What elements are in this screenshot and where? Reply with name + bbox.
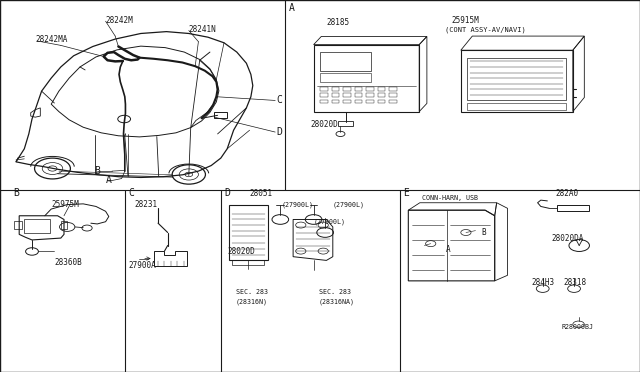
- Bar: [61, 221, 67, 229]
- Bar: [232, 260, 264, 265]
- Bar: [14, 221, 22, 229]
- Text: B: B: [95, 166, 100, 176]
- Bar: [332, 100, 339, 103]
- Text: 28242MA: 28242MA: [35, 35, 68, 44]
- Text: 284H3: 284H3: [531, 278, 554, 287]
- Bar: [229, 205, 268, 260]
- Text: 25915M: 25915M: [451, 16, 479, 25]
- Bar: [320, 100, 328, 103]
- Bar: [355, 100, 362, 103]
- Text: D: D: [224, 189, 230, 198]
- Text: B: B: [13, 189, 19, 198]
- Bar: [332, 87, 339, 91]
- Bar: [343, 93, 351, 97]
- Text: 28318: 28318: [563, 278, 586, 287]
- Bar: [389, 100, 397, 103]
- Bar: [314, 45, 419, 112]
- Bar: [320, 52, 371, 71]
- Bar: [332, 93, 339, 97]
- Text: (CONT ASSY-AV/NAVI): (CONT ASSY-AV/NAVI): [445, 26, 525, 33]
- Text: C: C: [276, 96, 282, 105]
- Bar: [320, 87, 328, 91]
- Text: 28051: 28051: [250, 189, 273, 198]
- Text: (27900L): (27900L): [333, 201, 365, 208]
- Text: 25975M: 25975M: [51, 200, 79, 209]
- Bar: [467, 103, 566, 110]
- Text: (28316NA): (28316NA): [319, 299, 355, 305]
- Bar: [343, 100, 351, 103]
- Text: 28020D: 28020D: [227, 247, 255, 256]
- Text: C: C: [128, 189, 134, 198]
- Bar: [366, 93, 374, 97]
- Text: 28242M: 28242M: [106, 16, 133, 25]
- Text: B: B: [481, 228, 486, 237]
- Text: A: A: [106, 176, 112, 185]
- Text: (27900L): (27900L): [314, 218, 346, 225]
- Text: 28360B: 28360B: [54, 258, 82, 267]
- Text: A: A: [289, 3, 295, 13]
- Text: 28020D: 28020D: [310, 120, 338, 129]
- Bar: [389, 93, 397, 97]
- Text: 28231: 28231: [134, 200, 157, 209]
- Bar: [343, 87, 351, 91]
- Bar: [378, 93, 385, 97]
- Bar: [355, 93, 362, 97]
- Text: 28020DA: 28020DA: [552, 234, 584, 243]
- Bar: [366, 87, 374, 91]
- Text: (28316N): (28316N): [236, 299, 268, 305]
- Bar: [320, 73, 371, 82]
- Text: D: D: [276, 127, 282, 137]
- Text: R28000BJ: R28000BJ: [562, 324, 594, 330]
- Text: CONN-HARN, USB: CONN-HARN, USB: [422, 195, 479, 201]
- Bar: [338, 121, 353, 126]
- Bar: [366, 100, 374, 103]
- Text: SEC. 283: SEC. 283: [236, 289, 268, 295]
- Bar: [355, 87, 362, 91]
- Bar: [24, 219, 50, 232]
- Text: A: A: [445, 246, 450, 254]
- Text: 28185: 28185: [326, 18, 349, 27]
- Text: SEC. 283: SEC. 283: [319, 289, 351, 295]
- Bar: [378, 100, 385, 103]
- Bar: [461, 50, 573, 112]
- Text: 28241N: 28241N: [189, 25, 216, 34]
- Bar: [467, 58, 566, 100]
- Bar: [214, 112, 227, 118]
- Bar: [378, 87, 385, 91]
- Text: E: E: [403, 189, 409, 198]
- Bar: [389, 87, 397, 91]
- Text: 27900A: 27900A: [128, 262, 156, 270]
- Bar: [320, 93, 328, 97]
- Text: (27900L): (27900L): [282, 201, 314, 208]
- Text: 282A0: 282A0: [556, 189, 579, 198]
